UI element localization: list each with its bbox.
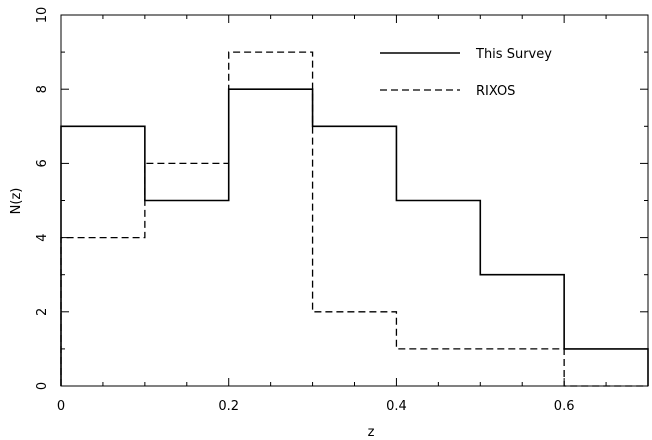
series-lines — [60, 51, 649, 387]
series-this-survey — [60, 88, 649, 386]
legend-label: RIXOS — [476, 84, 515, 99]
x-tick-label: 0 — [57, 399, 65, 414]
legend-label: This Survey — [475, 47, 552, 62]
x-tick-labels: 0 0.2 0.4 0.6 — [57, 399, 575, 414]
y-tick-label: 8 — [35, 85, 50, 93]
x-axis-label: z — [368, 425, 375, 440]
legend: This Survey RIXOS — [380, 47, 552, 99]
y-tick-label: 6 — [35, 159, 50, 167]
x-tick-label: 0.4 — [386, 399, 407, 414]
y-tick-label: 0 — [35, 382, 50, 390]
axis-ticks — [60, 14, 649, 387]
x-tick-label: 0.6 — [554, 399, 575, 414]
y-tick-label: 10 — [35, 7, 50, 24]
y-tick-label: 4 — [35, 233, 50, 241]
x-tick-label: 0.2 — [218, 399, 239, 414]
y-tick-labels: 0 2 4 6 8 10 — [35, 7, 50, 390]
y-axis-label: N(z) — [9, 188, 24, 215]
y-tick-label: 2 — [35, 308, 50, 316]
series-rixos — [60, 51, 648, 387]
